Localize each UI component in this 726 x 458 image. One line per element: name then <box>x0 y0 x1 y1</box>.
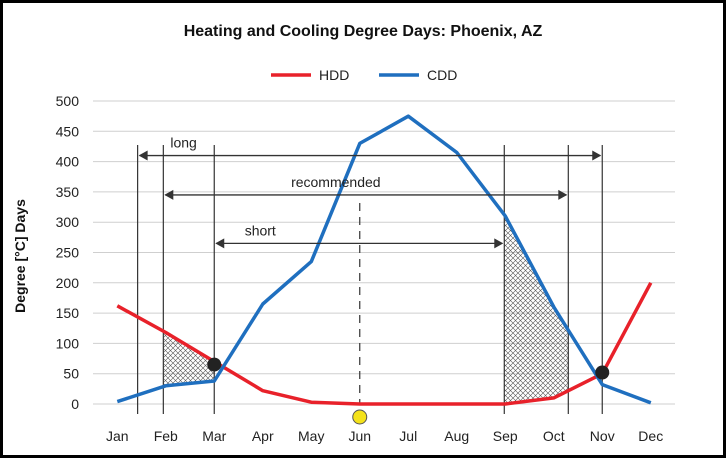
y-tick-label: 300 <box>56 214 80 230</box>
x-tick-label: Jun <box>348 428 371 444</box>
x-tick-label: May <box>298 428 324 444</box>
y-tick-label: 400 <box>56 154 80 170</box>
y-tick-label: 150 <box>56 305 80 321</box>
x-tick-label: Dec <box>638 428 663 444</box>
annotation-label: long <box>170 135 196 151</box>
annotation-label: recommended <box>291 174 381 190</box>
x-axis-ticks: Jan Feb Mar Apr May Jun Jul Aug Sep Oct Nov Dec <box>106 428 663 444</box>
arrowhead-right <box>494 238 504 249</box>
y-tick-label: 100 <box>56 335 80 351</box>
y-axis-label: Degree [°C] Days <box>12 199 28 313</box>
y-tick-label: 50 <box>63 366 79 382</box>
chart: long recommended short 0 50 100 150 200 250 300 3… <box>12 23 675 444</box>
x-tick-label: Jan <box>106 428 129 444</box>
y-tick-label: 500 <box>56 93 80 109</box>
legend-label-cdd: CDD <box>427 67 457 83</box>
y-axis-ticks: 0 50 100 150 200 250 300 350 400 450 500 <box>56 93 80 412</box>
x-tick-label: Feb <box>154 428 178 444</box>
arrowhead-left <box>215 238 225 249</box>
y-tick-label: 0 <box>71 396 79 412</box>
markers <box>207 357 610 425</box>
x-tick-label: Jul <box>399 428 417 444</box>
chart-title: Heating and Cooling Degree Days: Phoenix… <box>184 23 543 40</box>
legend-label-hdd: HDD <box>319 67 349 83</box>
arrowhead-left <box>138 150 148 161</box>
hatch-regions <box>163 214 569 404</box>
x-tick-label: Mar <box>202 428 226 444</box>
chart-frame: long recommended short 0 50 100 150 200 250 300 3… <box>3 3 723 455</box>
y-tick-label: 250 <box>56 245 80 261</box>
y-tick-label: 450 <box>56 123 80 139</box>
x-tick-label: Aug <box>444 428 469 444</box>
series-line-cdd <box>116 114 652 405</box>
arrowhead-right <box>592 150 602 161</box>
x-tick-label: Oct <box>543 428 565 444</box>
y-tick-label: 200 <box>56 275 80 291</box>
arrowhead-right <box>558 189 568 200</box>
x-tick-label: Sep <box>493 428 518 444</box>
legend: HDD CDD <box>271 67 457 83</box>
y-tick-label: 350 <box>56 184 80 200</box>
series-line-hdd <box>116 281 653 406</box>
annotation-label: short <box>245 222 276 238</box>
series-lines <box>116 114 653 406</box>
crossover-point <box>595 365 610 380</box>
crossover-point <box>207 357 222 372</box>
arrowhead-left <box>164 189 174 200</box>
range-annotations: long recommended short <box>138 135 602 249</box>
x-tick-label: Apr <box>252 428 274 444</box>
hatch-region <box>504 214 569 404</box>
hatch-region <box>163 331 215 387</box>
midpoint-marker <box>352 409 368 425</box>
x-tick-label: Nov <box>590 428 615 444</box>
